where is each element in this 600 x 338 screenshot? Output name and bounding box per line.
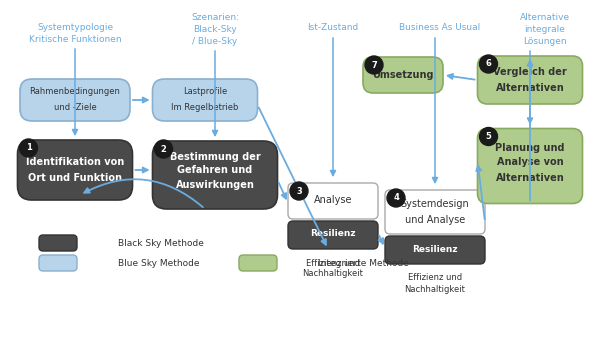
Text: Systemtypologie: Systemtypologie xyxy=(37,24,113,32)
FancyBboxPatch shape xyxy=(478,128,583,203)
Text: Analyse: Analyse xyxy=(314,195,352,205)
Text: Im Regelbetrieb: Im Regelbetrieb xyxy=(172,103,239,113)
Text: Ist-Zustand: Ist-Zustand xyxy=(307,24,359,32)
Text: Rahmenbedingungen: Rahmenbedingungen xyxy=(29,88,121,97)
FancyBboxPatch shape xyxy=(39,255,77,271)
Text: Lösungen: Lösungen xyxy=(523,38,567,47)
Text: Black Sky Methode: Black Sky Methode xyxy=(118,239,204,247)
Text: Blue Sky Methode: Blue Sky Methode xyxy=(118,259,199,267)
FancyBboxPatch shape xyxy=(239,255,277,271)
Circle shape xyxy=(290,182,308,200)
Text: Alternativen: Alternativen xyxy=(496,83,565,93)
Circle shape xyxy=(19,139,37,157)
Circle shape xyxy=(365,56,383,74)
Text: Auswirkungen: Auswirkungen xyxy=(176,180,254,190)
FancyBboxPatch shape xyxy=(363,57,443,93)
Text: Szenarien:: Szenarien: xyxy=(191,14,239,23)
Text: Effizienz und: Effizienz und xyxy=(408,273,462,283)
Text: 1: 1 xyxy=(26,144,31,152)
Text: Black-Sky: Black-Sky xyxy=(193,25,237,34)
Text: Nachhaltigkeit: Nachhaltigkeit xyxy=(302,269,364,279)
Circle shape xyxy=(479,55,497,73)
Text: 3: 3 xyxy=(296,187,302,195)
Text: Ort und Funktion: Ort und Funktion xyxy=(28,173,122,183)
Text: Vergleich der: Vergleich der xyxy=(493,67,567,77)
Text: und Analyse: und Analyse xyxy=(405,215,465,225)
Text: / Blue-Sky: / Blue-Sky xyxy=(193,38,238,47)
Text: 4: 4 xyxy=(393,193,399,202)
Text: und -Ziele: und -Ziele xyxy=(53,103,97,113)
FancyBboxPatch shape xyxy=(385,236,485,264)
Text: Planung und: Planung und xyxy=(495,143,565,153)
Text: integrale: integrale xyxy=(524,25,565,34)
Circle shape xyxy=(479,127,497,145)
FancyBboxPatch shape xyxy=(152,79,257,121)
Text: Integrierte Methode: Integrierte Methode xyxy=(318,259,409,267)
Text: Alternativen: Alternativen xyxy=(496,173,565,183)
FancyBboxPatch shape xyxy=(288,221,378,249)
FancyBboxPatch shape xyxy=(39,235,77,251)
Text: 2: 2 xyxy=(161,145,166,153)
Text: Systemdesign: Systemdesign xyxy=(401,199,469,209)
Text: Business As Usual: Business As Usual xyxy=(400,24,481,32)
Circle shape xyxy=(155,140,173,158)
FancyBboxPatch shape xyxy=(17,140,133,200)
Text: Umsetzung: Umsetzung xyxy=(372,70,434,80)
Text: Resilienz: Resilienz xyxy=(310,230,356,239)
Text: Identifikation von: Identifikation von xyxy=(26,157,124,167)
FancyBboxPatch shape xyxy=(288,183,378,219)
Text: 7: 7 xyxy=(371,61,377,70)
Text: Alternative: Alternative xyxy=(520,14,570,23)
FancyBboxPatch shape xyxy=(478,56,583,104)
FancyBboxPatch shape xyxy=(385,190,485,234)
Circle shape xyxy=(387,189,405,207)
Text: Effizienz und: Effizienz und xyxy=(306,259,360,267)
FancyBboxPatch shape xyxy=(152,141,277,209)
Text: Kritische Funktionen: Kritische Funktionen xyxy=(29,35,121,45)
Text: Lastprofile: Lastprofile xyxy=(183,88,227,97)
Text: Gefahren und: Gefahren und xyxy=(178,165,253,175)
Text: 6: 6 xyxy=(485,59,491,69)
Text: 5: 5 xyxy=(485,132,491,141)
Text: Nachhaltigkeit: Nachhaltigkeit xyxy=(404,285,466,293)
Text: Analyse von: Analyse von xyxy=(497,157,563,167)
FancyBboxPatch shape xyxy=(20,79,130,121)
Text: Resilienz: Resilienz xyxy=(412,244,458,254)
Text: Bestimmung der: Bestimmung der xyxy=(170,152,260,162)
